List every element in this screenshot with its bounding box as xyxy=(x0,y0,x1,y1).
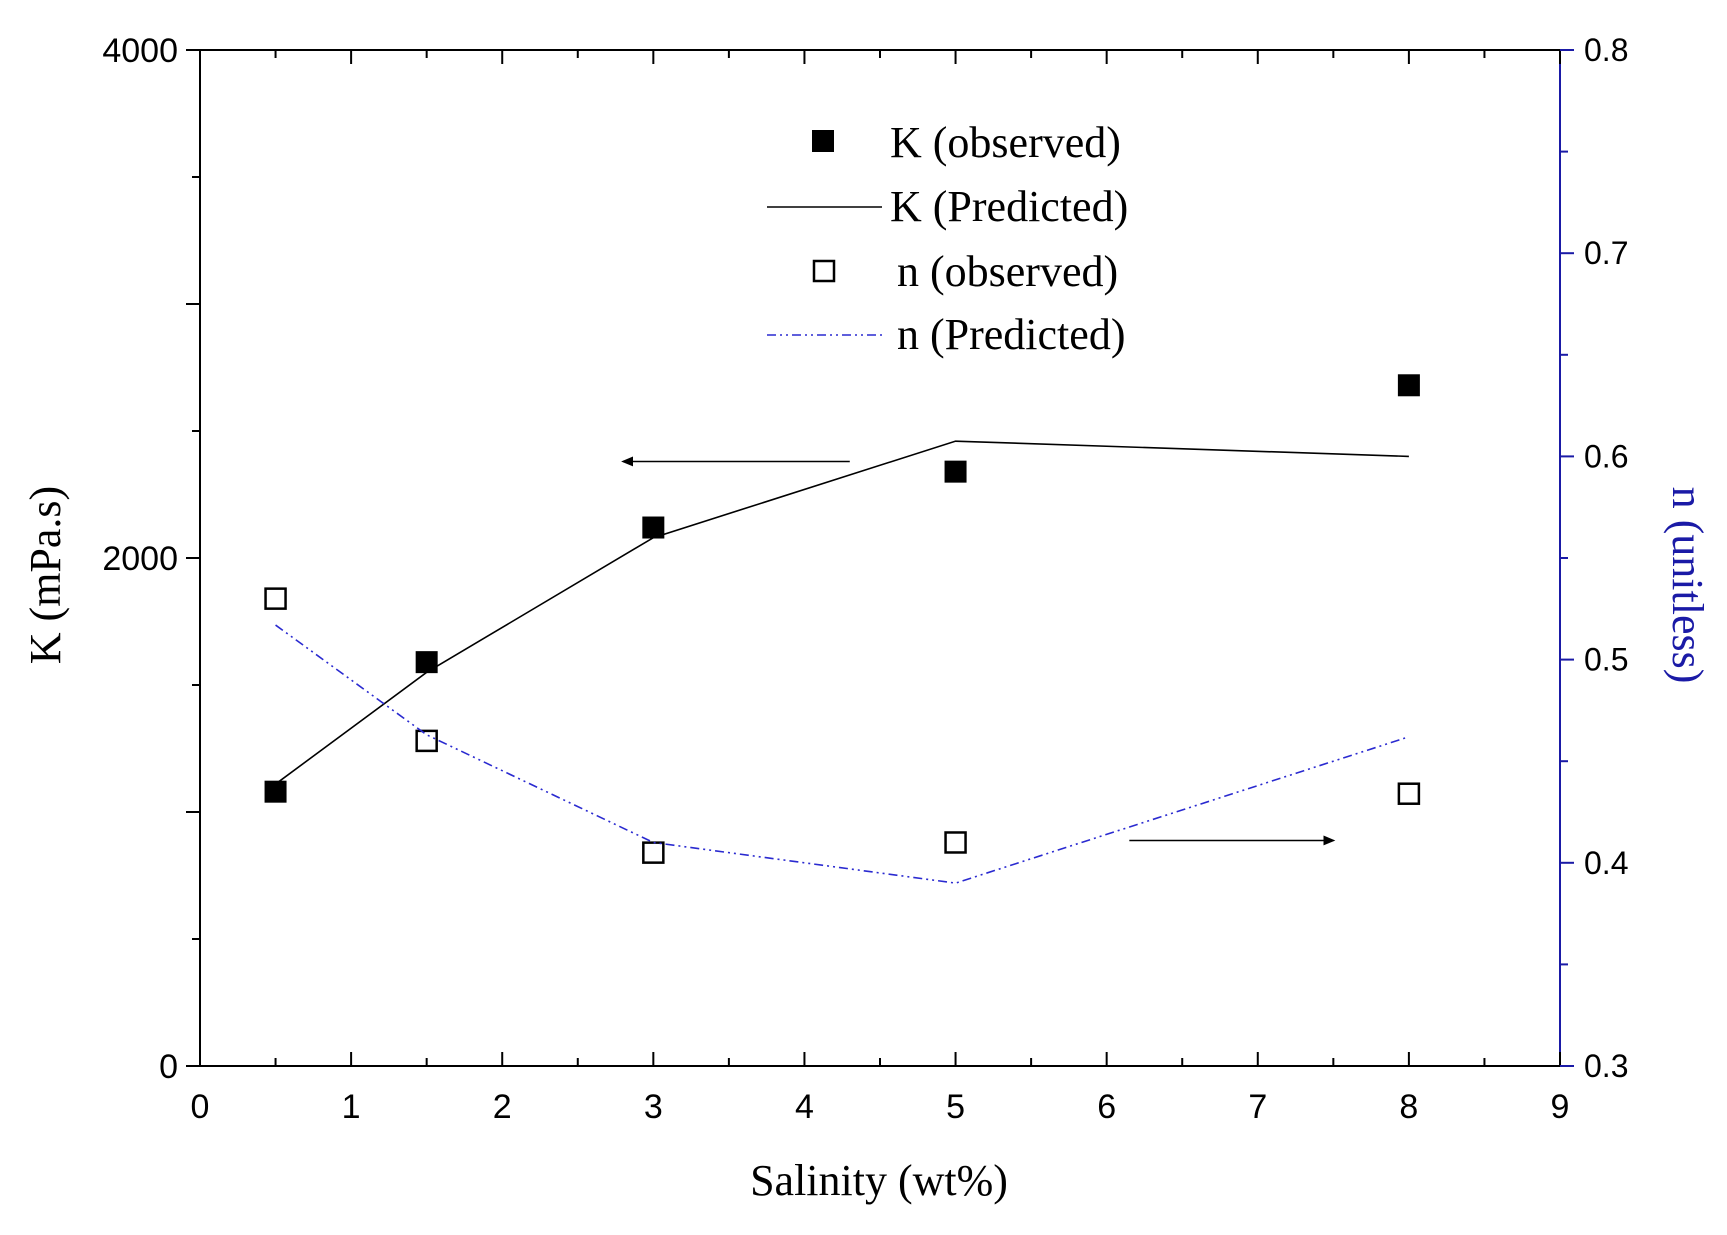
y-right-tick-label: 0.8 xyxy=(1584,32,1628,68)
legend-label-k-observed: K (observed) xyxy=(890,118,1121,167)
legend: K (observed) K (Predicted) n (observed) … xyxy=(767,118,1128,359)
data-point-0 xyxy=(944,460,967,483)
right-axis-ticks: 0.3 0.4 0.5 0.6 0.7 0.8 xyxy=(1560,32,1628,1084)
data-point-0 xyxy=(415,651,438,674)
series-line-3 xyxy=(275,624,1410,884)
left-axis-ticks: 0 2000 4000 xyxy=(102,32,200,1086)
y-left-tick-label: 0 xyxy=(159,1048,178,1086)
y-right-tick-label: 0.4 xyxy=(1584,845,1628,881)
legend-label-n-predicted: n (Predicted) xyxy=(897,310,1125,359)
x-tick-label: 3 xyxy=(644,1088,663,1126)
x-tick-label: 5 xyxy=(946,1088,965,1126)
legend-label-n-observed: n (observed) xyxy=(897,247,1118,296)
series-layer xyxy=(264,374,1421,884)
legend-marker-k-observed xyxy=(812,130,834,152)
left-axis-title: K (mPa.s) xyxy=(21,486,70,664)
legend-marker-n-observed xyxy=(812,259,836,283)
data-point-2 xyxy=(264,587,287,610)
x-tick-label: 7 xyxy=(1248,1088,1267,1126)
data-point-0 xyxy=(264,780,287,803)
data-point-2 xyxy=(944,831,967,854)
y-right-tick-label: 0.7 xyxy=(1584,235,1628,271)
y-left-tick-label: 2000 xyxy=(102,540,178,578)
x-axis-ticks: 0 1 2 3 4 5 6 7 8 9 xyxy=(191,50,1570,1126)
y-left-tick-label: 4000 xyxy=(102,32,178,70)
y-right-tick-label: 0.3 xyxy=(1584,1048,1628,1084)
x-tick-label: 0 xyxy=(191,1088,210,1126)
x-tick-label: 6 xyxy=(1097,1088,1116,1126)
data-point-2 xyxy=(642,841,665,864)
legend-label-k-predicted: K (Predicted) xyxy=(890,182,1128,231)
x-tick-label: 9 xyxy=(1551,1088,1570,1126)
y-right-tick-label: 0.5 xyxy=(1584,642,1628,678)
data-point-2 xyxy=(415,729,438,753)
x-tick-label: 8 xyxy=(1399,1088,1418,1126)
data-point-0 xyxy=(1397,374,1420,397)
x-tick-label: 4 xyxy=(795,1088,814,1126)
series-line-1 xyxy=(275,440,1409,785)
plot-frame xyxy=(199,49,1561,1067)
right-axis-title: n (unitless) xyxy=(1663,487,1712,684)
data-point-2 xyxy=(1397,782,1421,805)
y-right-tick-label: 0.6 xyxy=(1584,438,1628,474)
x-tick-label: 2 xyxy=(493,1088,512,1126)
x-axis-title: Salinity (wt%) xyxy=(750,1156,1008,1205)
x-tick-label: 1 xyxy=(342,1088,361,1126)
data-point-0 xyxy=(642,516,665,539)
annotation-layer xyxy=(621,456,1336,846)
